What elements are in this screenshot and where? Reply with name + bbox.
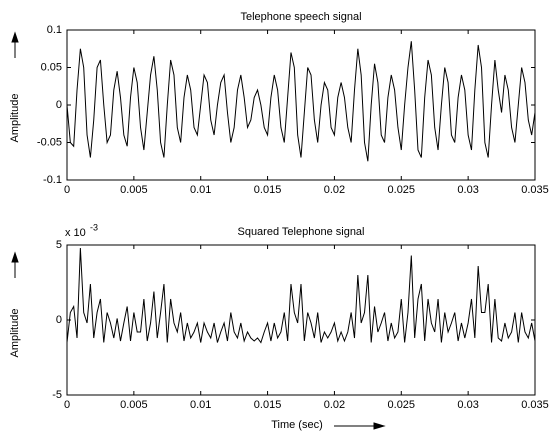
y-tick-label: 5 [56,239,62,251]
y-tick-label: -0.1 [43,174,62,186]
axis-scale: x 10 [65,227,86,239]
x-tick-label: 0.02 [324,399,345,411]
y-tick-label: -0.05 [37,136,62,148]
y-tick-label: 0.05 [41,61,62,73]
x-tick-label: 0.035 [521,399,549,411]
x-tick-label: 0.03 [457,399,478,411]
x-tick-label: 0.015 [254,399,282,411]
x-tick-label: 0.025 [388,399,416,411]
y-arrow-head [11,31,19,43]
axis-arrows [11,31,386,430]
signal-line [66,41,536,162]
x-arrow-head [373,422,386,430]
y-axis-label: Amplitude [9,94,21,143]
chart-title: Telephone speech signal [240,11,361,23]
y-tick-label: 0.1 [47,24,62,36]
signal-line [66,247,536,344]
x-tick-label: 0.005 [120,399,148,411]
x-tick-label: 0.01 [190,184,211,196]
chart-title: Squared Telephone signal [237,226,364,238]
x-tick-label: 0.02 [324,184,345,196]
y-tick-label: 0 [56,99,62,111]
y-arrow-head [11,251,19,263]
x-tick-label: 0 [64,184,70,196]
y-axis-label: Amplitude [9,309,21,358]
axis-scale-exponent: -3 [90,222,98,232]
plot-area [66,244,536,396]
x-tick-label: 0.035 [521,184,549,196]
y-tick-label: -5 [52,389,62,401]
x-tick-label: 0 [64,399,70,411]
x-tick-label: 0.01 [190,399,211,411]
x-tick-label: 0.005 [120,184,148,196]
x-tick-label: 0.025 [388,184,416,196]
x-tick-label: 0.03 [457,184,478,196]
x-axis-label: Time (sec) [271,419,323,431]
x-tick-label: 0.015 [254,184,282,196]
y-tick-label: 0 [56,314,62,326]
